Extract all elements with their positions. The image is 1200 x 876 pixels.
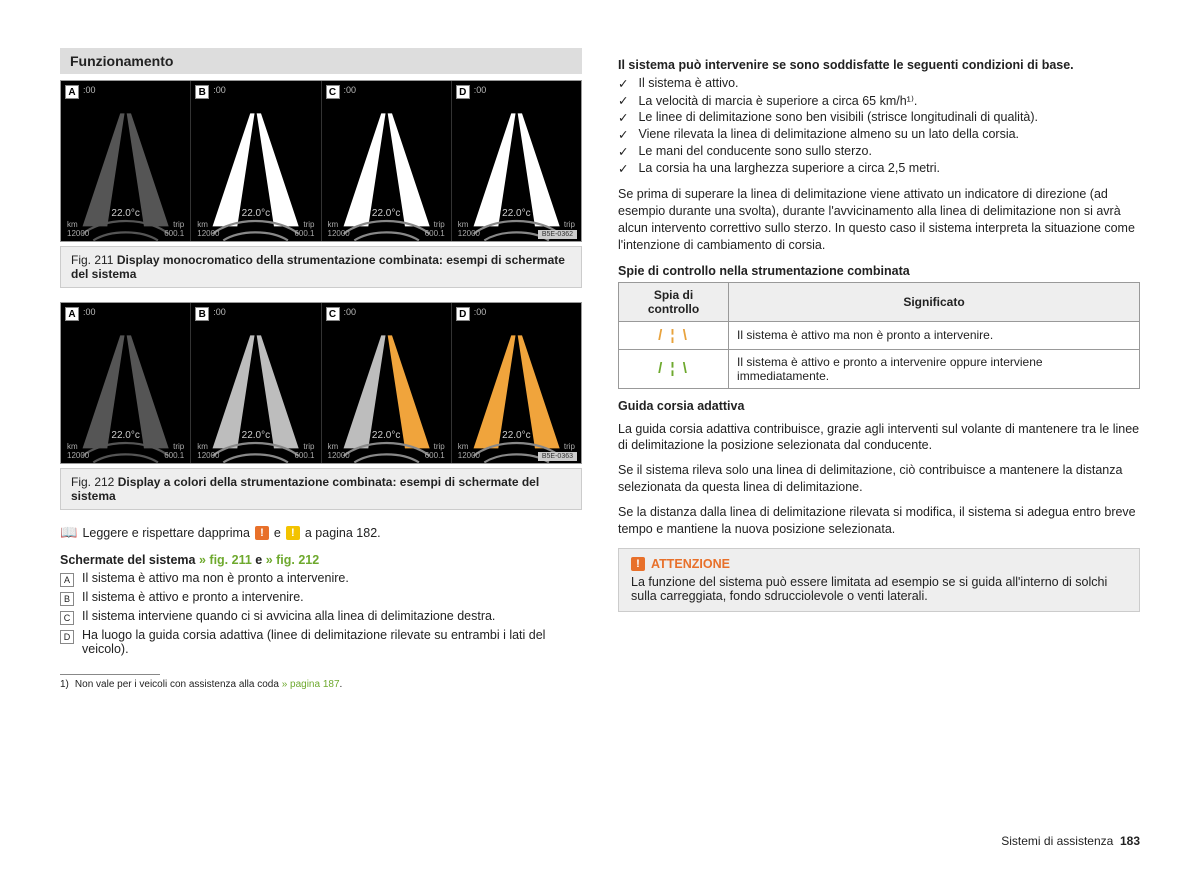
conditions-list: Il sistema è attivo. La velocità di marci… bbox=[618, 76, 1140, 176]
dash-time: :00 bbox=[474, 85, 487, 95]
right-column: Il sistema può intervenire se sono soddi… bbox=[618, 48, 1140, 690]
guida-head: Guida corsia adattiva bbox=[618, 399, 1140, 413]
fig212-link[interactable]: » fig. 212 bbox=[266, 553, 320, 567]
panel-letter-badge: D bbox=[456, 85, 470, 99]
panel-letter-badge: A bbox=[65, 307, 79, 321]
warn-orange-icon: ! bbox=[255, 526, 269, 540]
item-text: Il sistema è attivo ma non è pronto a in… bbox=[82, 571, 349, 585]
dash-temp: 22.0°c bbox=[61, 430, 190, 441]
attention-body: La funzione del sistema può essere limit… bbox=[631, 575, 1127, 603]
warn-yellow-icon: ! bbox=[286, 526, 300, 540]
schermate-list: A Il sistema è attivo ma non è pronto a i… bbox=[60, 571, 582, 656]
dash-temp: 22.0°c bbox=[191, 208, 320, 219]
conditions-head: Il sistema può intervenire se sono soddi… bbox=[618, 58, 1140, 72]
dash-time: :00 bbox=[344, 85, 357, 95]
dash-bottom: km12000trip600.1 bbox=[328, 442, 445, 460]
item-letter: B bbox=[60, 592, 74, 606]
figure-panel: B :00 22.0°ckm12000trip600.1 bbox=[191, 81, 321, 241]
figure-panel: A :00 22.0°ckm12000trip600.1 bbox=[61, 81, 191, 241]
dash-bottom: km12000trip600.1 bbox=[328, 220, 445, 238]
spie-icon-green-cell: / ¦ \ bbox=[619, 349, 729, 388]
spie-th2: Significato bbox=[729, 282, 1140, 321]
spie-th1: Spia di controllo bbox=[619, 282, 729, 321]
item-letter: D bbox=[60, 630, 74, 644]
dash-time: :00 bbox=[83, 85, 96, 95]
item-text: Il sistema interviene quando ci si avvic… bbox=[82, 609, 495, 623]
attention-icon: ! bbox=[631, 557, 645, 571]
schermate-heading: Schermate del sistema » fig. 211 e » fig… bbox=[60, 553, 582, 567]
spie-icon-orange-cell: / ¦ \ bbox=[619, 321, 729, 349]
dash-bottom: km12000trip600.1 bbox=[67, 220, 184, 238]
condition-item: Viene rilevata la linea di delimitazione… bbox=[618, 127, 1140, 142]
figure-211: A:00 22.0°ckm12000trip600.1B:00 22.0°ckm… bbox=[60, 80, 582, 242]
lane-assist-orange-icon: / ¦ \ bbox=[658, 327, 689, 344]
panel-letter-badge: C bbox=[326, 85, 340, 99]
dash-temp: 22.0°c bbox=[322, 430, 451, 441]
guida-p3: Se la distanza dalla linea di delimitazi… bbox=[618, 504, 1140, 538]
dash-temp: 22.0°c bbox=[322, 208, 451, 219]
panel-letter-badge: B bbox=[195, 85, 209, 99]
figure-panel: A :00 22.0°ckm12000trip600.1 bbox=[61, 303, 191, 463]
paragraph-1: Se prima di superare la linea di delimit… bbox=[618, 186, 1140, 254]
spie-table: Spia di controllo Significato / ¦ \ Il s… bbox=[618, 282, 1140, 389]
spie-head: Spie di controllo nella strumentazione c… bbox=[618, 264, 1140, 278]
footnote-separator bbox=[60, 674, 160, 675]
panel-letter-badge: D bbox=[456, 307, 470, 321]
figure-212-caption: Fig. 212 Display a colori della strument… bbox=[60, 468, 582, 510]
dash-temp: 22.0°c bbox=[61, 208, 190, 219]
section-title: Funzionamento bbox=[60, 48, 582, 74]
footnote-link[interactable]: » pagina 187 bbox=[282, 679, 340, 690]
book-icon: 📖 bbox=[60, 524, 77, 541]
dash-temp: 22.0°c bbox=[191, 430, 320, 441]
dash-time: :00 bbox=[213, 85, 226, 95]
schermate-item: D Ha luogo la guida corsia adattiva (line… bbox=[60, 628, 582, 656]
read-first-line: 📖 Leggere e rispettare dapprima ! e ! a … bbox=[60, 524, 582, 541]
figure-211-caption: Fig. 211 Display monocromatico della str… bbox=[60, 246, 582, 288]
dash-temp: 22.0°c bbox=[452, 430, 581, 441]
condition-item: La velocità di marcia è superiore a circ… bbox=[618, 93, 1140, 108]
condition-item: Le linee di delimitazione sono ben visib… bbox=[618, 110, 1140, 125]
fig211-link[interactable]: » fig. 211 bbox=[199, 553, 252, 567]
lane-assist-green-icon: / ¦ \ bbox=[658, 360, 689, 377]
dash-bottom: km12000trip600.1 bbox=[67, 442, 184, 460]
figure-panel: C :00 22.0°ckm12000trip600.1 bbox=[322, 303, 452, 463]
panel-letter-badge: B bbox=[195, 307, 209, 321]
dash-bottom: km12000trip600.1 bbox=[197, 442, 314, 460]
item-letter: A bbox=[60, 573, 74, 587]
dash-time: :00 bbox=[213, 307, 226, 317]
item-text: Il sistema è attivo e pronto a interveni… bbox=[82, 590, 304, 604]
figure-211-ref: B5E-0362 bbox=[538, 230, 577, 239]
figure-212-ref: B5E-0363 bbox=[538, 452, 577, 461]
guida-p2: Se il sistema rileva solo una linea di d… bbox=[618, 462, 1140, 496]
footnote: 1) Non vale per i veicoli con assistenza… bbox=[60, 679, 582, 690]
left-column: Funzionamento A:00 22.0°ckm12000trip600.… bbox=[60, 48, 582, 690]
panel-letter-badge: C bbox=[326, 307, 340, 321]
figure-212: A:00 22.0°ckm12000trip600.1B:00 22.0°ckm… bbox=[60, 302, 582, 464]
schermate-item: C Il sistema interviene quando ci si avvi… bbox=[60, 609, 582, 625]
spie-row2-text: Il sistema è attivo e pronto a interveni… bbox=[729, 349, 1140, 388]
schermate-item: B Il sistema è attivo e pronto a interven… bbox=[60, 590, 582, 606]
dash-time: :00 bbox=[83, 307, 96, 317]
spie-row1-text: Il sistema è attivo ma non è pronto a in… bbox=[729, 321, 1140, 349]
item-text: Ha luogo la guida corsia adattiva (linee… bbox=[82, 628, 582, 656]
dash-time: :00 bbox=[474, 307, 487, 317]
guida-p1: La guida corsia adattiva contribuisce, g… bbox=[618, 421, 1140, 455]
condition-item: La corsia ha una larghezza superiore a c… bbox=[618, 161, 1140, 176]
item-letter: C bbox=[60, 611, 74, 625]
condition-item: Le mani del conducente sono sullo sterzo… bbox=[618, 144, 1140, 159]
panel-letter-badge: A bbox=[65, 85, 79, 99]
attention-box: ! ATTENZIONE La funzione del sistema può… bbox=[618, 548, 1140, 612]
condition-item: Il sistema è attivo. bbox=[618, 76, 1140, 91]
dash-time: :00 bbox=[344, 307, 357, 317]
page-footer: Sistemi di assistenza 183 bbox=[1001, 834, 1140, 848]
figure-panel: C :00 22.0°ckm12000trip600.1 bbox=[322, 81, 452, 241]
dash-temp: 22.0°c bbox=[452, 208, 581, 219]
figure-panel: D:00 22.0°ckm12000trip600.1 bbox=[452, 303, 581, 463]
figure-panel: D:00 22.0°ckm12000trip600.1 bbox=[452, 81, 581, 241]
figure-panel: B :00 22.0°ckm12000trip600.1 bbox=[191, 303, 321, 463]
attention-head: ATTENZIONE bbox=[651, 557, 730, 571]
schermate-item: A Il sistema è attivo ma non è pronto a i… bbox=[60, 571, 582, 587]
dash-bottom: km12000trip600.1 bbox=[197, 220, 314, 238]
